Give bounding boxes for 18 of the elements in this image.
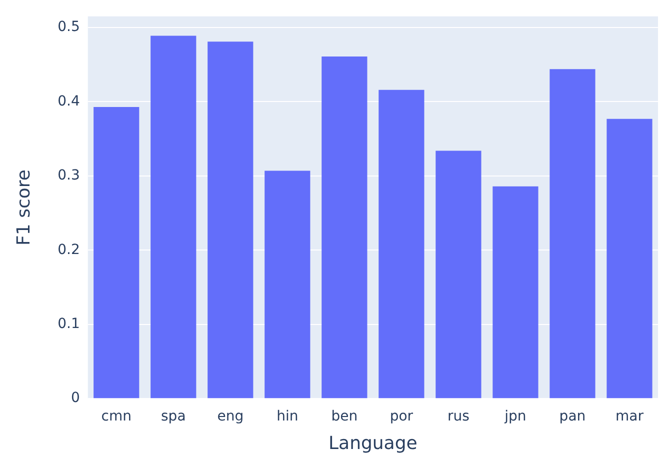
x-tick-label: por (390, 408, 414, 425)
y-tick-label: 0.4 (58, 93, 80, 110)
x-tick-label: cmn (101, 408, 132, 425)
y-tick-label: 0.2 (58, 242, 80, 258)
x-tick-label: hin (276, 408, 298, 425)
x-tick-label: jpn (504, 408, 526, 425)
y-tick-label: 0.5 (58, 19, 80, 36)
x-axis-title: Language (328, 432, 418, 454)
y-tick-label: 0 (70, 390, 80, 406)
y-tick-label: 0.3 (58, 168, 80, 184)
y-axis-title: F1 score (13, 170, 34, 246)
x-tick-label: eng (217, 408, 244, 425)
x-tick-label: mar (616, 408, 644, 425)
x-tick-label: rus (447, 408, 470, 425)
y-tick-label: 0.1 (58, 316, 80, 332)
x-tick-label: spa (161, 408, 186, 425)
x-tick-label: ben (331, 408, 358, 425)
x-tick-label: pan (559, 408, 586, 425)
